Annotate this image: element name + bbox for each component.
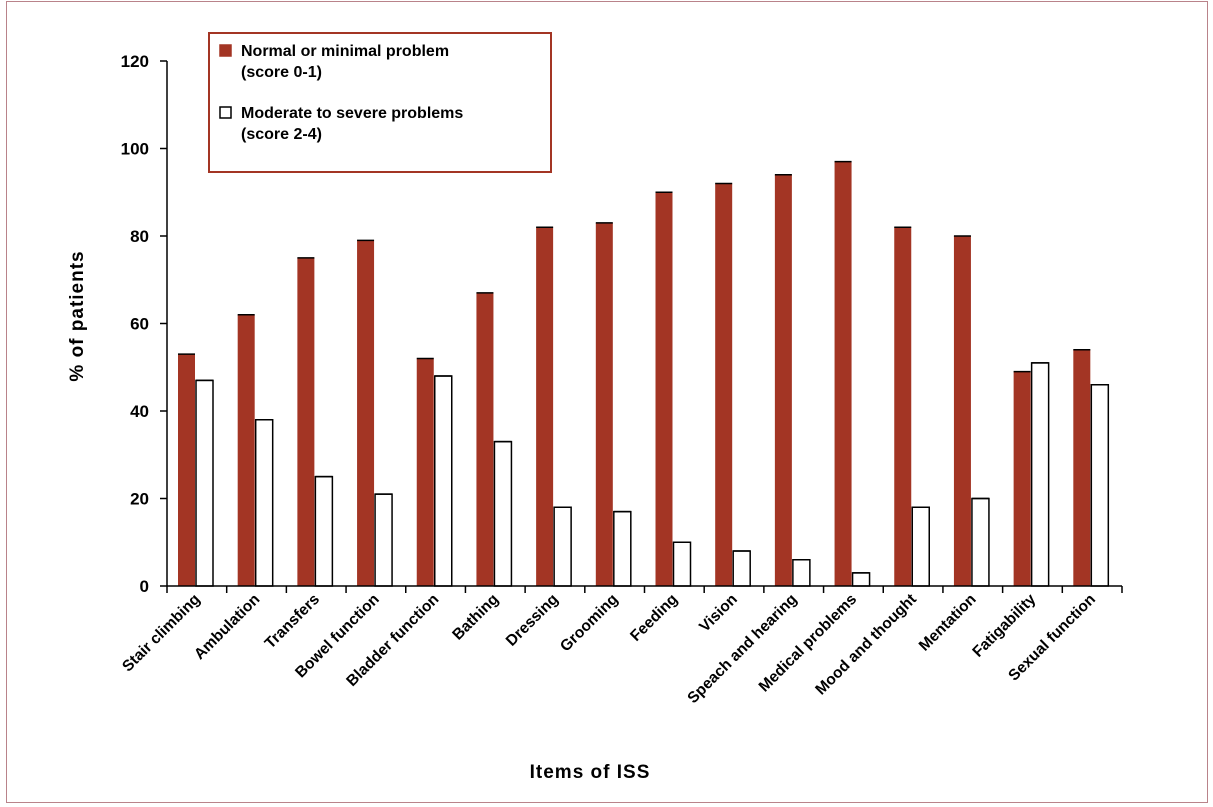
x-category-label: Dressing — [503, 591, 562, 650]
bar-moderate — [1090, 384, 1110, 587]
legend: Normal or minimal problem (score 0-1) Mode… — [208, 32, 552, 173]
bar-moderate — [254, 419, 274, 587]
legend-label: (score 2-4) — [241, 126, 322, 143]
bar-moderate — [851, 572, 871, 587]
bar-normal — [1073, 349, 1091, 586]
x-axis-title: Items of ISS — [530, 762, 651, 783]
x-category-label: Medical problems — [756, 591, 861, 696]
x-category-label: Mood and thought — [812, 591, 920, 699]
bar-moderate — [374, 493, 393, 587]
bar-normal — [1013, 371, 1031, 586]
x-category-label: Speach and hearing — [684, 591, 800, 707]
legend-swatch-moderate — [219, 106, 232, 119]
x-category-label: Transfers — [262, 591, 323, 652]
y-tick-label: 60 — [130, 315, 149, 334]
bar-normal — [297, 257, 315, 586]
y-axis-title: % of patients — [67, 250, 88, 381]
bar-moderate — [553, 506, 572, 587]
legend-label: Moderate to severe problems — [241, 105, 463, 122]
chart-frame — [6, 1, 1208, 803]
bar-moderate — [493, 440, 513, 587]
bar-moderate — [911, 506, 930, 587]
legend-box — [208, 32, 552, 173]
bar-normal — [655, 192, 673, 586]
bar-moderate — [732, 550, 751, 587]
bar-moderate — [792, 559, 811, 587]
bar-normal — [416, 358, 434, 586]
bar-normal — [536, 227, 554, 586]
x-category-label: Bathing — [449, 591, 502, 644]
legend-label: Normal or minimal problem — [241, 43, 449, 60]
y-tick-label: 0 — [140, 577, 149, 596]
bar-normal — [476, 292, 494, 586]
bar-normal — [894, 227, 912, 586]
bar-normal — [953, 236, 971, 586]
y-tick-label: 120 — [121, 52, 149, 71]
x-category-label: Vision — [696, 591, 741, 636]
bar-moderate — [195, 379, 214, 587]
y-tick-label: 20 — [130, 490, 149, 509]
legend-swatch-normal — [219, 44, 232, 57]
bars-layer — [178, 160, 1110, 587]
bar-normal — [834, 161, 852, 586]
bar-normal — [715, 183, 733, 586]
bar-normal — [595, 222, 613, 586]
bar-normal — [357, 240, 375, 586]
x-category-label: Grooming — [557, 591, 621, 655]
bar-moderate — [613, 510, 632, 587]
legend-label: (score 0-1) — [241, 64, 322, 81]
bar-moderate — [672, 541, 692, 587]
x-category-label: Mentation — [916, 591, 980, 655]
x-category-label: Stair climbing — [119, 591, 203, 675]
bar-normal — [178, 354, 195, 586]
bar-moderate — [434, 375, 453, 587]
bar-normal — [237, 314, 255, 586]
y-tick-label: 40 — [130, 402, 149, 421]
x-category-label: Feeding — [627, 591, 681, 645]
bar-moderate — [1030, 362, 1050, 587]
bar-moderate — [314, 475, 334, 587]
bar-normal — [774, 174, 792, 586]
y-tick-label: 100 — [121, 140, 149, 159]
y-tick-label: 80 — [130, 227, 149, 246]
bar-moderate — [971, 497, 990, 587]
